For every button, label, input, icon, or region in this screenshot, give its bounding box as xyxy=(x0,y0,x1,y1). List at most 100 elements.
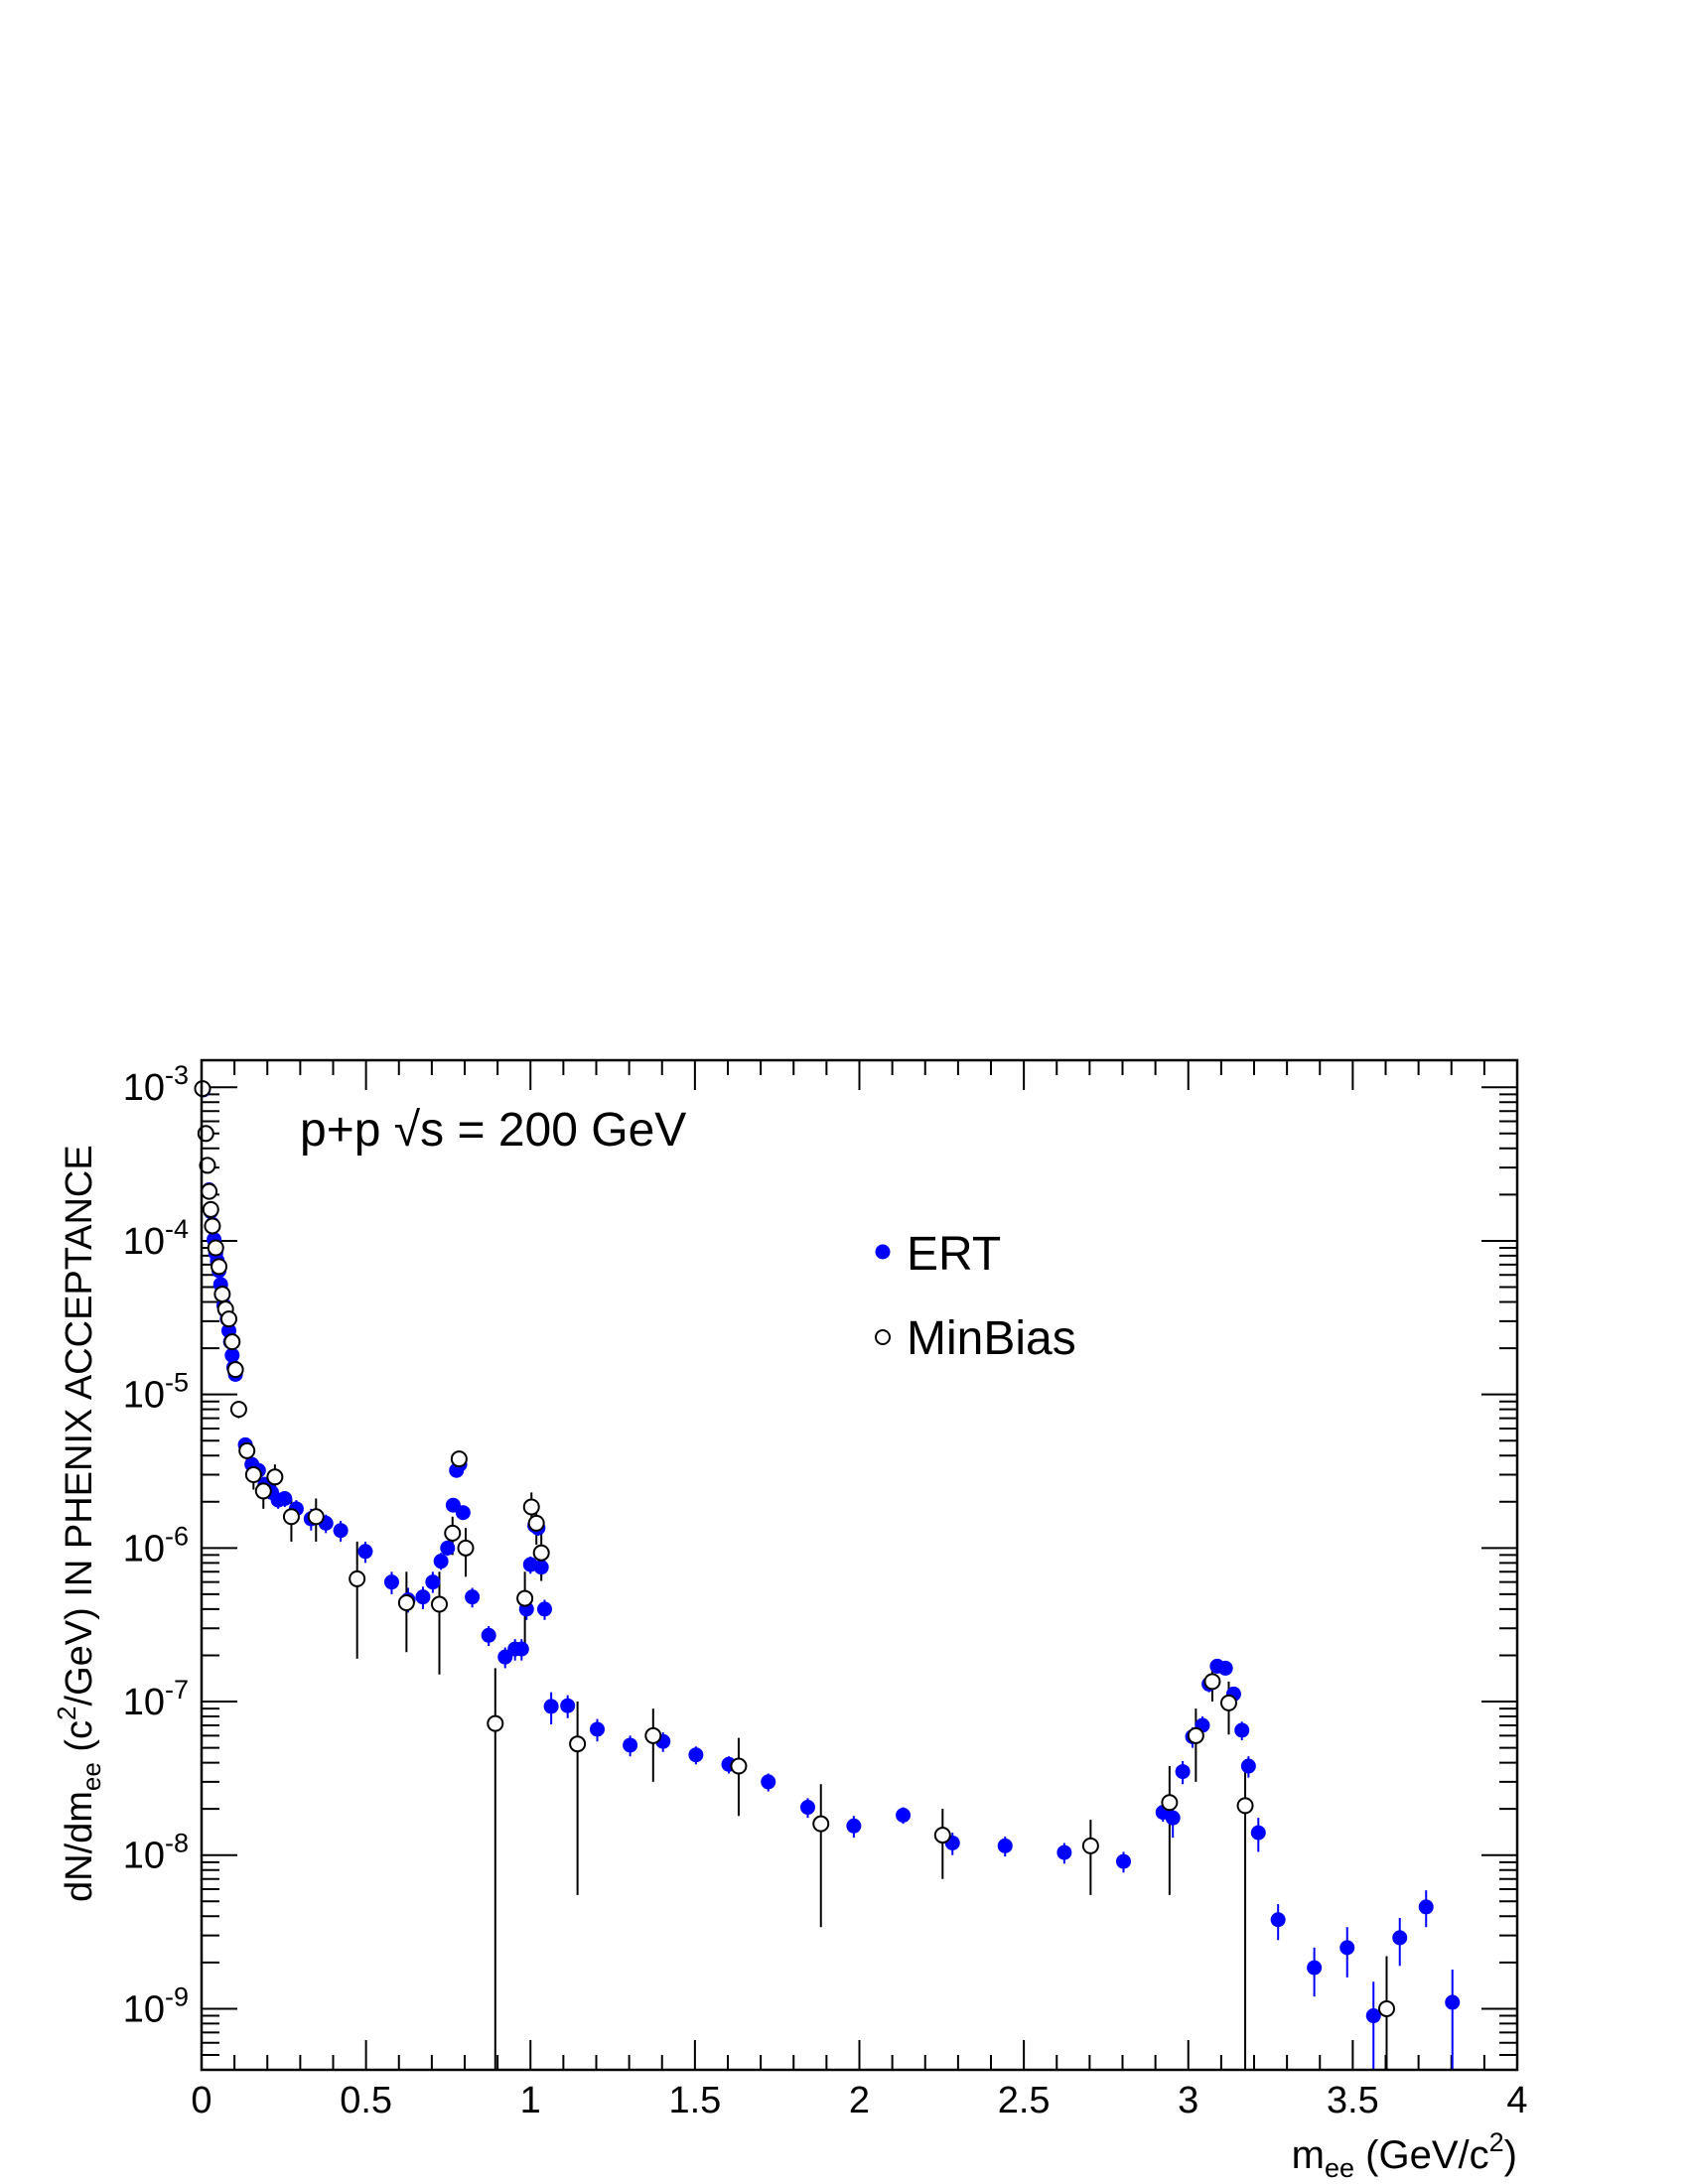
x-axis-title: mee (GeV/c2) xyxy=(1292,2127,1517,2183)
ert-point xyxy=(1115,1853,1131,1869)
x-tick-labels: 0 0.5 1 1.5 2 2.5 3 3.5 4 xyxy=(191,2080,1527,2121)
minbias-point xyxy=(644,1726,662,1744)
ert-point xyxy=(799,1800,815,1816)
ert-point xyxy=(1445,1994,1461,2010)
ert-point xyxy=(543,1699,559,1714)
ert-point xyxy=(688,1747,704,1763)
ert-point xyxy=(1307,1960,1323,1976)
ert-point xyxy=(997,1838,1013,1853)
minbias-point xyxy=(569,1735,587,1753)
ert-point xyxy=(1175,1764,1191,1780)
ert-point xyxy=(465,1589,481,1605)
minbias-point xyxy=(211,1258,228,1276)
x-tick-label: 0.5 xyxy=(340,2080,392,2121)
ert-point xyxy=(357,1544,373,1560)
ert-point xyxy=(761,1774,776,1790)
minbias-point xyxy=(219,1310,237,1328)
y-tick-label: 10-7 xyxy=(123,1675,189,1723)
ert-point xyxy=(1056,1844,1072,1860)
minbias-point xyxy=(487,1714,504,1732)
minbias-point xyxy=(223,1333,241,1351)
ert-point xyxy=(1240,1758,1256,1774)
minbias-point xyxy=(450,1450,468,1468)
ert-point xyxy=(383,1574,399,1590)
minbias-point xyxy=(204,1217,221,1235)
minbias-point xyxy=(527,1514,545,1532)
minbias-point xyxy=(254,1482,272,1500)
ert-point xyxy=(1234,1722,1250,1738)
axis-ticks xyxy=(201,1060,1518,2071)
minbias-point xyxy=(522,1498,540,1516)
minbias-point xyxy=(282,1508,300,1526)
x-tick-label: 3 xyxy=(1178,2080,1198,2121)
ert-point xyxy=(1270,1912,1286,1928)
ert-point xyxy=(589,1721,605,1737)
ert-point xyxy=(533,1560,549,1575)
minbias-point xyxy=(1081,1837,1099,1854)
minbias-point xyxy=(1236,1797,1254,1815)
ert-point xyxy=(415,1589,431,1605)
ert-point xyxy=(1392,1930,1408,1946)
minbias-point xyxy=(213,1286,231,1303)
minbias-point xyxy=(1377,1999,1395,2017)
minbias-point xyxy=(444,1524,462,1542)
minbias-point xyxy=(238,1441,256,1459)
minbias-point xyxy=(244,1466,262,1484)
minbias-point xyxy=(397,1593,415,1611)
minbias-point xyxy=(532,1544,550,1562)
x-tick-label: 2.5 xyxy=(998,2080,1051,2121)
ert-point xyxy=(560,1698,576,1713)
y-axis-title: dN/dmee (c2/GeV) IN PHENIX ACCEPTANCE xyxy=(52,1145,106,1902)
x-tick-label: 1 xyxy=(520,2080,541,2121)
ert-point xyxy=(277,1490,293,1506)
minbias-point xyxy=(226,1361,244,1379)
legend-minbias-label: MinBias xyxy=(907,1312,1076,1365)
minbias-point xyxy=(933,1827,951,1844)
y-tick-label: 10-4 xyxy=(123,1214,189,1263)
minbias-point xyxy=(202,1200,219,1218)
minbias-point xyxy=(457,1539,475,1557)
ert-point xyxy=(497,1649,513,1665)
ert-point xyxy=(846,1818,862,1834)
y-tick-label: 10-9 xyxy=(123,1981,189,2030)
ert-point xyxy=(896,1808,912,1824)
minbias-series xyxy=(194,1080,1395,2017)
ert-point xyxy=(623,1737,638,1753)
ert-point xyxy=(455,1505,471,1521)
y-tick-label: 10-6 xyxy=(123,1521,189,1570)
minbias-point xyxy=(349,1570,366,1587)
y-tick-label: 10-5 xyxy=(123,1368,189,1417)
ert-point xyxy=(425,1574,441,1590)
legend-ert-marker xyxy=(875,1244,891,1260)
ert-point xyxy=(333,1523,349,1539)
ert-point xyxy=(433,1554,449,1570)
x-tick-label: 0 xyxy=(191,2080,211,2121)
minbias-point xyxy=(516,1589,534,1607)
minbias-point xyxy=(1203,1673,1221,1691)
minbias-point xyxy=(266,1468,284,1486)
ert-point xyxy=(1217,1660,1233,1676)
ert-point xyxy=(1365,2008,1381,2024)
ert-point xyxy=(1165,1810,1181,1826)
y-tick-label: 10-3 xyxy=(123,1060,189,1109)
ert-point xyxy=(224,1347,240,1363)
ert-point xyxy=(1250,1825,1266,1841)
x-tick-label: 1.5 xyxy=(668,2080,721,2121)
energy-annotation: p+p √s = 200 GeV xyxy=(300,1104,686,1157)
legend-minbias-marker xyxy=(875,1329,891,1345)
y-tick-labels: 10-9 10-8 10-7 10-6 10-5 10-4 10-3 xyxy=(123,1060,189,2030)
minbias-point xyxy=(307,1508,325,1526)
minbias-point xyxy=(199,1157,216,1174)
legend: ERT MinBias xyxy=(875,1228,1076,1365)
minbias-point xyxy=(1161,1794,1179,1812)
minbias-point xyxy=(1187,1726,1204,1744)
ert-point xyxy=(1418,1899,1434,1915)
x-tick-label: 3.5 xyxy=(1327,2080,1379,2121)
plot-frame xyxy=(200,1058,1519,2072)
ert-point xyxy=(481,1627,496,1643)
ert-point xyxy=(513,1641,529,1657)
minbias-point xyxy=(1219,1694,1237,1711)
ert-point xyxy=(536,1601,552,1617)
